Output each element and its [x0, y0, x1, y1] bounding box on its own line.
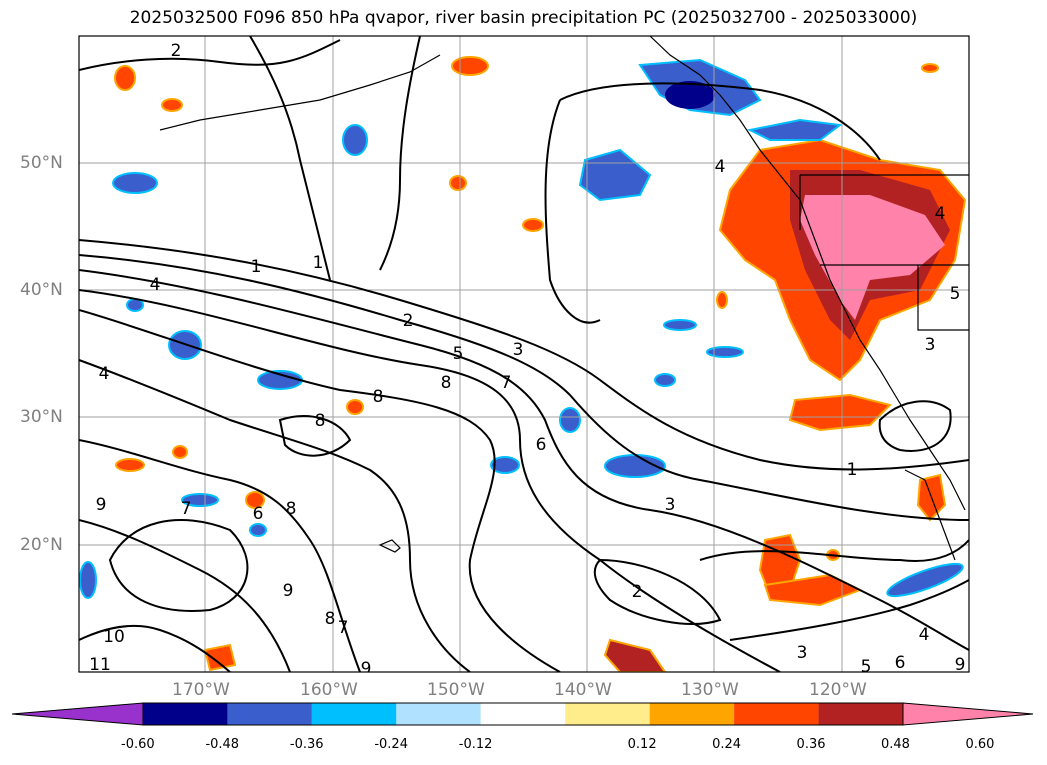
lat-label: 40°N	[20, 280, 63, 300]
map-frame	[78, 35, 970, 673]
colorbar-segment	[396, 703, 481, 725]
contour-label: 3	[665, 495, 676, 515]
contour-label: 9	[361, 659, 372, 679]
lon-label: 160°W	[300, 680, 358, 700]
colorbar-segment	[227, 703, 312, 725]
contour-label: 3	[797, 643, 808, 663]
colorbar-tick: -0.48	[205, 737, 240, 752]
graticule	[79, 36, 969, 672]
contour-label: 4	[919, 625, 930, 645]
colorbar-segment	[311, 703, 397, 725]
contour-label: 5	[453, 344, 464, 364]
lon-label: 170°W	[172, 680, 230, 700]
contour-label: 8	[373, 387, 384, 407]
contour-label: 1	[847, 460, 858, 480]
lon-label: 130°W	[681, 680, 739, 700]
lat-label: 30°N	[20, 407, 63, 427]
colorbar-tick: -0.12	[458, 737, 493, 752]
contour-label: 2	[632, 582, 643, 602]
colorbar	[11, 702, 1034, 726]
contour-label: 4	[150, 275, 161, 295]
contour-label: 8	[315, 411, 326, 431]
contour-label: 8	[441, 373, 452, 393]
colorbar-segment	[734, 703, 819, 725]
contour-label: 10	[103, 627, 125, 647]
contour-label: 8	[286, 499, 297, 519]
contour-label: 9	[955, 655, 966, 675]
colorbar-segment	[818, 703, 903, 725]
colorbar-tick: -0.60	[121, 737, 155, 752]
map-title: 2025032500 F096 850 hPa qvapor, river ba…	[129, 8, 918, 28]
colorbar-segment	[143, 703, 228, 725]
colorbar-min-extension	[11, 702, 144, 726]
contour-label: 6	[536, 435, 547, 455]
contour-label: 11	[89, 655, 111, 675]
contour-label: 4	[99, 364, 110, 384]
colorbar-max-extension	[902, 702, 1034, 726]
colorbar-tick: -0.24	[374, 737, 408, 752]
lat-label: 50°N	[20, 153, 63, 173]
contour-label: 9	[96, 495, 107, 515]
contour-lines	[79, 36, 969, 672]
colorbar-segment	[649, 703, 735, 725]
lon-label: 140°W	[554, 680, 612, 700]
contour-label: 7	[501, 373, 512, 393]
colorbar-tick: 0.60	[965, 737, 995, 752]
colorbar-tick: 0.24	[712, 737, 742, 752]
colorbar-tick: 0.12	[627, 737, 657, 752]
colorbar-tick: 0.48	[881, 737, 910, 752]
colorbar-segment	[565, 703, 650, 725]
contour-label: 3	[925, 335, 936, 355]
contour-label: 7	[181, 499, 192, 519]
colorbar-segment	[480, 703, 566, 725]
colorbar-tick: -0.36	[289, 737, 324, 752]
contour-label: 2	[171, 41, 182, 61]
contour-label: 5	[950, 284, 961, 304]
contour-label: 6	[895, 653, 906, 673]
lon-label: 120°W	[809, 680, 867, 700]
negative-anomaly-patches	[79, 58, 964, 599]
contour-label: 4	[715, 157, 726, 177]
contour-label: 2	[403, 311, 414, 331]
lat-label: 20°N	[20, 535, 63, 555]
contour-label: 9	[283, 581, 294, 601]
contour-label: 1	[251, 257, 262, 277]
colorbar-tick: 0.36	[796, 737, 826, 752]
contour-label: 7	[338, 618, 349, 638]
contour-label: 1	[313, 253, 324, 273]
contour-label: 6	[253, 504, 264, 524]
contour-label: 8	[325, 609, 336, 629]
contour-label: 4	[935, 204, 946, 224]
contour-label: 5	[861, 657, 872, 677]
lon-label: 150°W	[427, 680, 485, 700]
coastlines	[159, 36, 969, 561]
contour-label: 3	[513, 340, 524, 360]
